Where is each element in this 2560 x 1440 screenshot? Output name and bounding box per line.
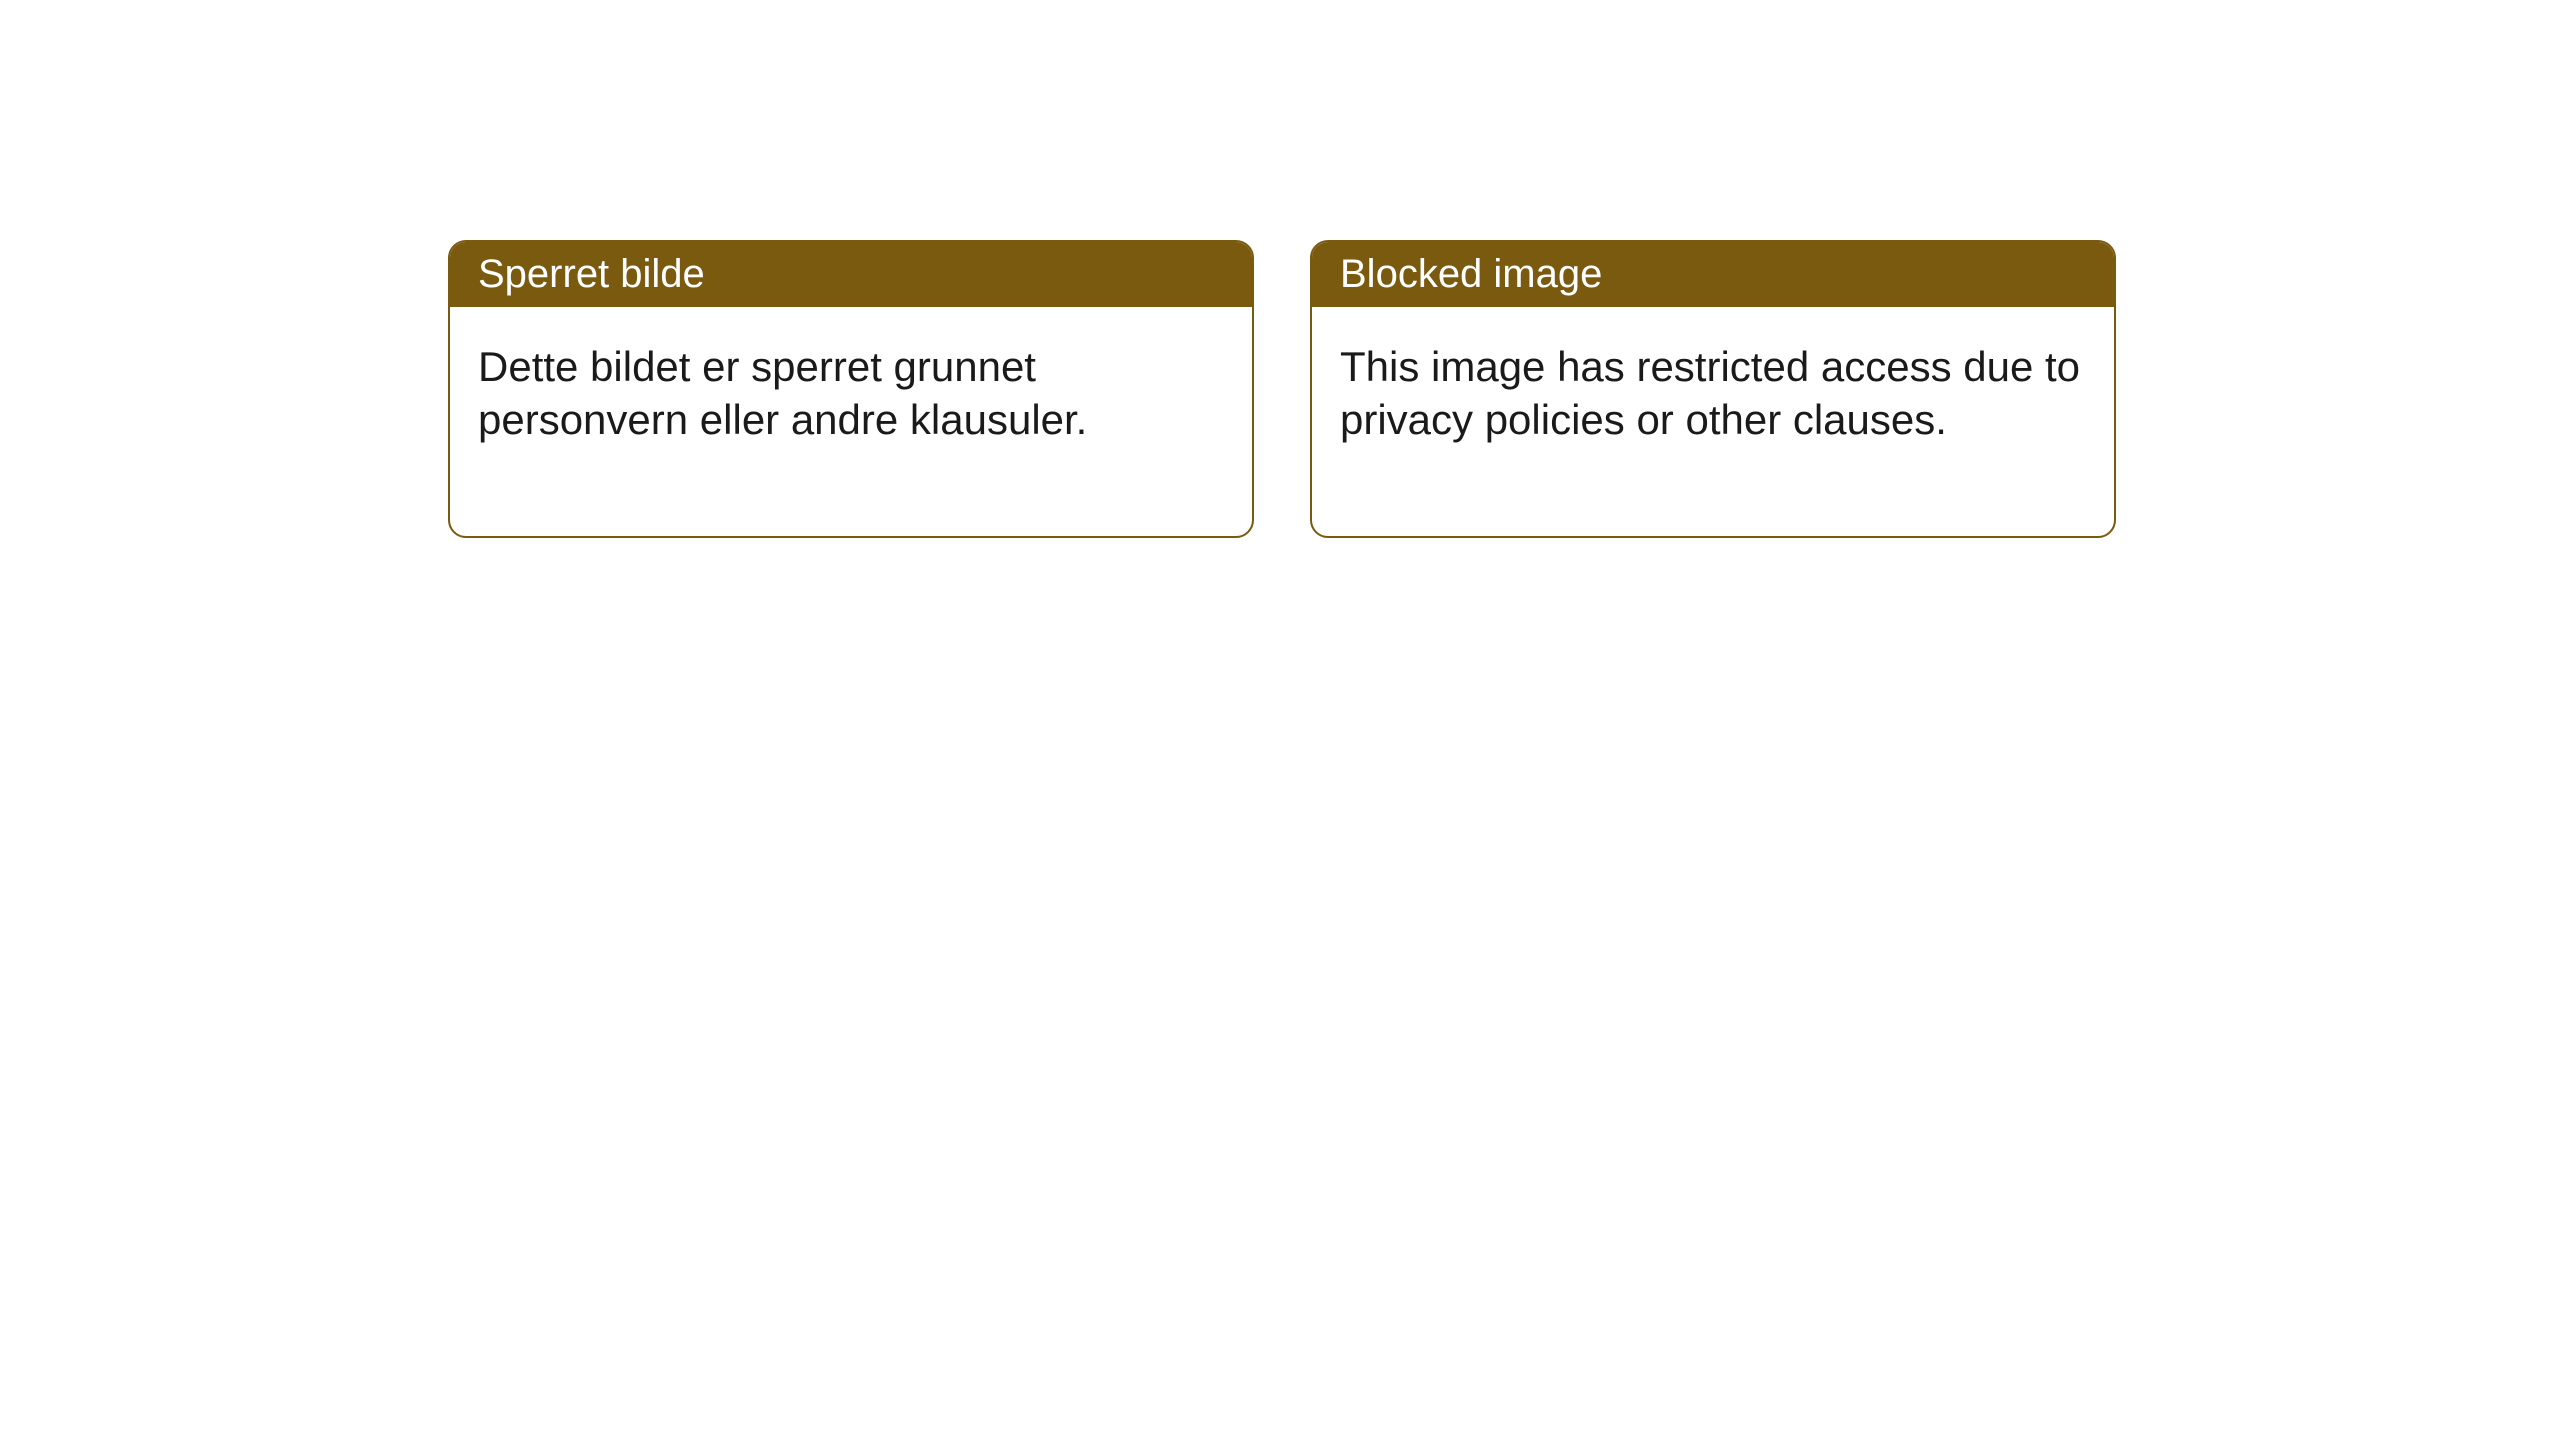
notice-body-text: This image has restricted access due to … xyxy=(1340,343,2080,443)
notice-body: Dette bildet er sperret grunnet personve… xyxy=(450,307,1252,536)
notice-title: Blocked image xyxy=(1340,252,1602,296)
notice-container: Sperret bilde Dette bildet er sperret gr… xyxy=(0,0,2560,538)
notice-header: Sperret bilde xyxy=(450,242,1252,307)
notice-card-english: Blocked image This image has restricted … xyxy=(1310,240,2116,538)
notice-body-text: Dette bildet er sperret grunnet personve… xyxy=(478,343,1087,443)
notice-header: Blocked image xyxy=(1312,242,2114,307)
notice-card-norwegian: Sperret bilde Dette bildet er sperret gr… xyxy=(448,240,1254,538)
notice-title: Sperret bilde xyxy=(478,252,705,296)
notice-body: This image has restricted access due to … xyxy=(1312,307,2114,536)
